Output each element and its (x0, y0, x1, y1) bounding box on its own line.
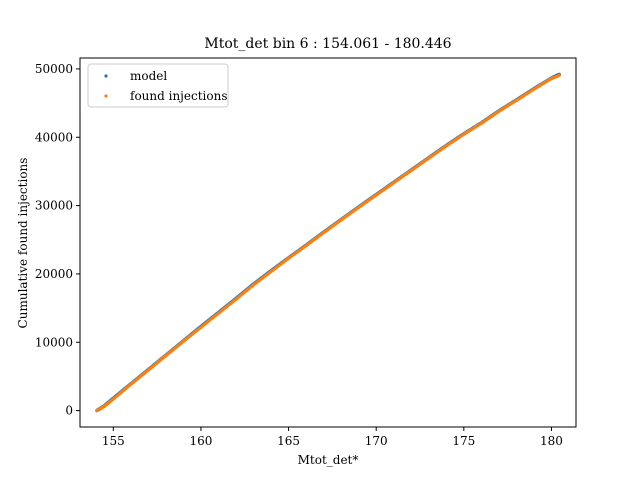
legend-marker-found-injections (104, 94, 108, 98)
x-tick-label: 175 (452, 434, 475, 448)
y-tick-label: 50000 (35, 62, 73, 76)
x-tick-label: 160 (189, 434, 212, 448)
data-point (557, 73, 561, 78)
legend-box (87, 63, 229, 108)
x-axis-ticks: 155 160 165 170 175 180 (102, 427, 563, 448)
x-tick-label: 170 (365, 434, 388, 448)
x-tick-label: 180 (540, 434, 563, 448)
legend: model found injections (87, 63, 229, 108)
y-tick-label: 20000 (35, 267, 73, 281)
series-found-injections (95, 73, 561, 413)
x-axis-label: Mtot_det* (298, 453, 359, 467)
plot-area (95, 72, 561, 413)
x-tick-label: 155 (102, 434, 125, 448)
y-tick-label: 10000 (35, 335, 73, 349)
y-tick-label: 40000 (35, 130, 73, 144)
legend-label-model: model (130, 69, 167, 83)
plot-frame (79, 57, 577, 428)
legend-label-found-injections: found injections (130, 89, 228, 103)
y-axis-label: Cumulative found injections (16, 158, 30, 329)
chart-title: Mtot_det bin 6 : 154.061 - 180.446 (204, 36, 451, 52)
y-tick-label: 0 (65, 404, 73, 418)
y-tick-label: 30000 (35, 199, 73, 213)
x-tick-label: 165 (277, 434, 300, 448)
legend-marker-model (104, 74, 108, 78)
y-axis-ticks: 0 10000 20000 30000 40000 50000 (35, 62, 80, 418)
